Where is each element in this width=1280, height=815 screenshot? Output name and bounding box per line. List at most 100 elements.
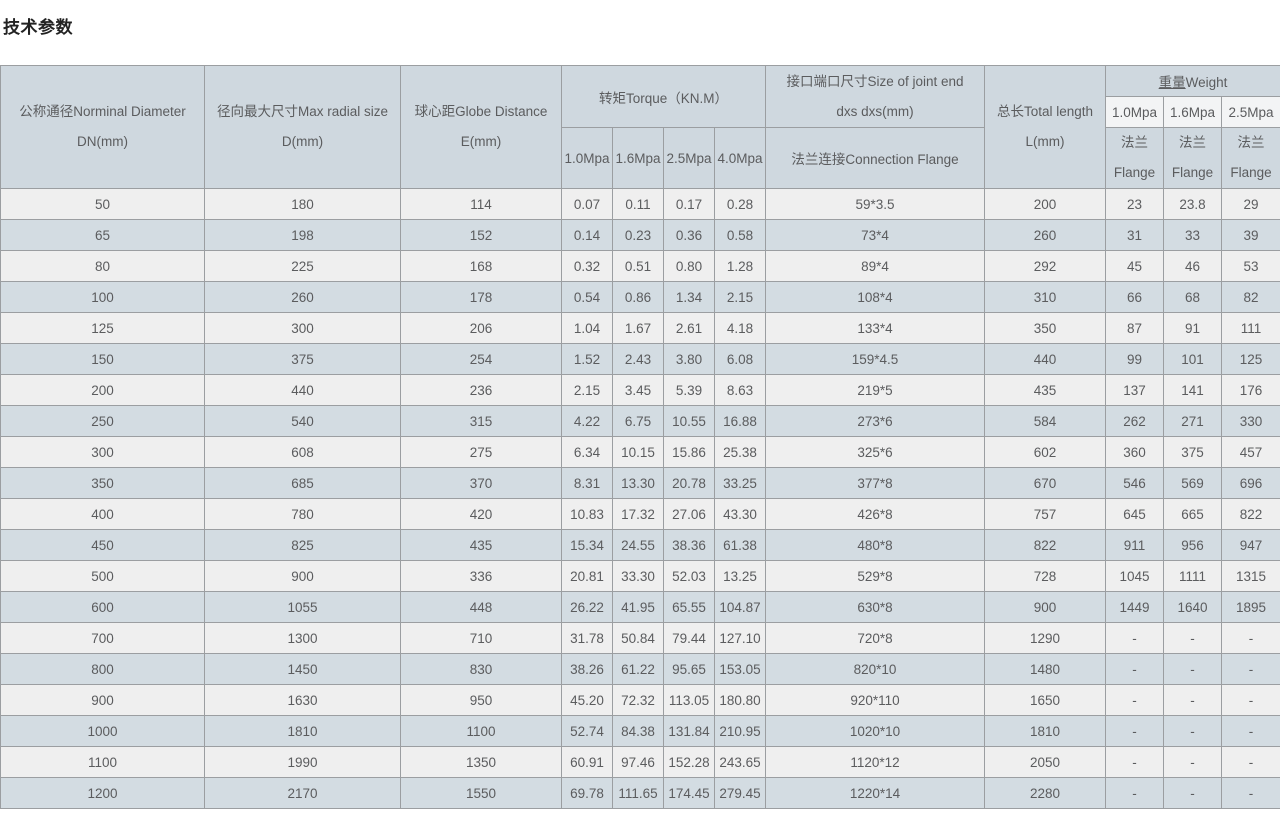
table-cell: 665 <box>1163 498 1223 530</box>
table-row: 300 608 275 6.34 10.15 15.86 25.38 325*6 602 360 3… <box>0 436 1280 468</box>
table-cell: 87 <box>1105 312 1165 344</box>
table-cell: 80 <box>0 250 205 282</box>
table-cell: 310 <box>984 281 1107 313</box>
table-cell: 153.05 <box>713 653 767 685</box>
table-cell: 825 <box>204 529 401 561</box>
table-cell: 696 <box>1221 467 1280 499</box>
table-cell: 1290 <box>984 622 1107 654</box>
table-cell: 1100 <box>0 746 205 778</box>
table-cell: 53 <box>1221 250 1280 282</box>
table-cell: 31.78 <box>561 622 613 654</box>
table-cell: 13.30 <box>612 467 664 499</box>
table-cell: 52.74 <box>561 715 613 747</box>
table-cell: 435 <box>984 374 1107 406</box>
table-cell: 911 <box>1105 529 1165 561</box>
table-cell: - <box>1163 777 1223 809</box>
table-row: 1200 2170 1550 69.78 111.65 174.45 279.45 1220*… <box>0 777 1280 809</box>
table-cell: 16.88 <box>713 405 767 437</box>
header-connection-flange: 法兰连接Connection Flange <box>765 127 986 189</box>
header-weight-flange-3: 法兰 Flange <box>1221 127 1280 189</box>
table-cell: 2.43 <box>612 343 664 375</box>
table-cell: 68 <box>1163 281 1223 313</box>
table-cell: 104.87 <box>713 591 767 623</box>
table-cell: 1449 <box>1105 591 1165 623</box>
table-cell: 5.39 <box>663 374 715 406</box>
table-cell: - <box>1163 746 1223 778</box>
table-cell: 114 <box>400 188 562 220</box>
header-weight-1-6mpa: 1.6Mpa <box>1163 96 1223 128</box>
table-cell: 250 <box>0 405 205 437</box>
table-cell: 100 <box>0 281 205 313</box>
table-cell: 25.38 <box>713 436 767 468</box>
table-cell: 65 <box>0 219 205 251</box>
table-cell: 1315 <box>1221 560 1280 592</box>
table-cell: 529*8 <box>765 560 986 592</box>
table-cell: 0.32 <box>561 250 613 282</box>
header-total-length: 总长Total length L(mm) <box>984 65 1107 189</box>
table-cell: 0.17 <box>663 188 715 220</box>
table-cell: 0.14 <box>561 219 613 251</box>
table-row: 65 198 152 0.14 0.23 0.36 0.58 73*4 260 31 33 39 <box>0 219 1280 251</box>
table-cell: 645 <box>1105 498 1165 530</box>
table-cell: - <box>1221 777 1280 809</box>
table-cell: 956 <box>1163 529 1223 561</box>
header-torque-1-0mpa: 1.0Mpa <box>561 127 613 189</box>
table-cell: 4.18 <box>713 312 767 344</box>
table-cell: 131.84 <box>663 715 715 747</box>
table-cell: 60.91 <box>561 746 613 778</box>
table-cell: 29 <box>1221 188 1280 220</box>
table-cell: 757 <box>984 498 1107 530</box>
table-cell: 65.55 <box>663 591 715 623</box>
table-cell: 1220*14 <box>765 777 986 809</box>
table-cell: 89*4 <box>765 250 986 282</box>
table-cell: 350 <box>0 467 205 499</box>
table-cell: 225 <box>204 250 401 282</box>
table-cell: 219*5 <box>765 374 986 406</box>
table-cell: 1.67 <box>612 312 664 344</box>
table-cell: 1045 <box>1105 560 1165 592</box>
table-cell: 2.61 <box>663 312 715 344</box>
table-cell: 91 <box>1163 312 1223 344</box>
table-cell: 822 <box>1221 498 1280 530</box>
table-cell: 900 <box>984 591 1107 623</box>
table-cell: - <box>1221 746 1280 778</box>
table-cell: 8.31 <box>561 467 613 499</box>
table-cell: 602 <box>984 436 1107 468</box>
table-row: 250 540 315 4.22 6.75 10.55 16.88 273*6 584 262 27… <box>0 405 1280 437</box>
table-cell: 350 <box>984 312 1107 344</box>
page-title: 技术参数 <box>3 18 73 37</box>
table-cell: 2.15 <box>561 374 613 406</box>
table-cell: 1640 <box>1163 591 1223 623</box>
table-cell: 830 <box>400 653 562 685</box>
table-cell: 947 <box>1221 529 1280 561</box>
header-joint-end-size: 接口端口尺寸Size of joint end dxs dxs(mm) <box>765 65 986 128</box>
table-cell: 46 <box>1163 250 1223 282</box>
table-cell: 17.32 <box>612 498 664 530</box>
table-cell: 24.55 <box>612 529 664 561</box>
table-cell: - <box>1163 715 1223 747</box>
header-weight-2-5mpa: 2.5Mpa <box>1221 96 1280 128</box>
header-weight-flange-1: 法兰 Flange <box>1105 127 1165 189</box>
table-cell: 1200 <box>0 777 205 809</box>
table-cell: 50.84 <box>612 622 664 654</box>
table-cell: 1000 <box>0 715 205 747</box>
table-cell: 375 <box>204 343 401 375</box>
header-nominal-diameter: 公称通径Norminal Diameter DN(mm) <box>0 65 205 189</box>
table-cell: 279.45 <box>713 777 767 809</box>
table-cell: 1450 <box>204 653 401 685</box>
table-cell: 440 <box>984 343 1107 375</box>
table-cell: 137 <box>1105 374 1165 406</box>
table-cell: 108*4 <box>765 281 986 313</box>
table-cell: 10.83 <box>561 498 613 530</box>
table-row: 400 780 420 10.83 17.32 27.06 43.30 426*8 757 645… <box>0 498 1280 530</box>
table-cell: 260 <box>984 219 1107 251</box>
table-cell: 0.86 <box>612 281 664 313</box>
table-cell: 330 <box>1221 405 1280 437</box>
table-cell: 26.22 <box>561 591 613 623</box>
table-cell: 133*4 <box>765 312 986 344</box>
table-cell: 1810 <box>984 715 1107 747</box>
table-row: 200 440 236 2.15 3.45 5.39 8.63 219*5 435 137 141 1… <box>0 374 1280 406</box>
table-cell: 1120*12 <box>765 746 986 778</box>
table-row: 700 1300 710 31.78 50.84 79.44 127.10 720*8 1290… <box>0 622 1280 654</box>
table-cell: 1650 <box>984 684 1107 716</box>
